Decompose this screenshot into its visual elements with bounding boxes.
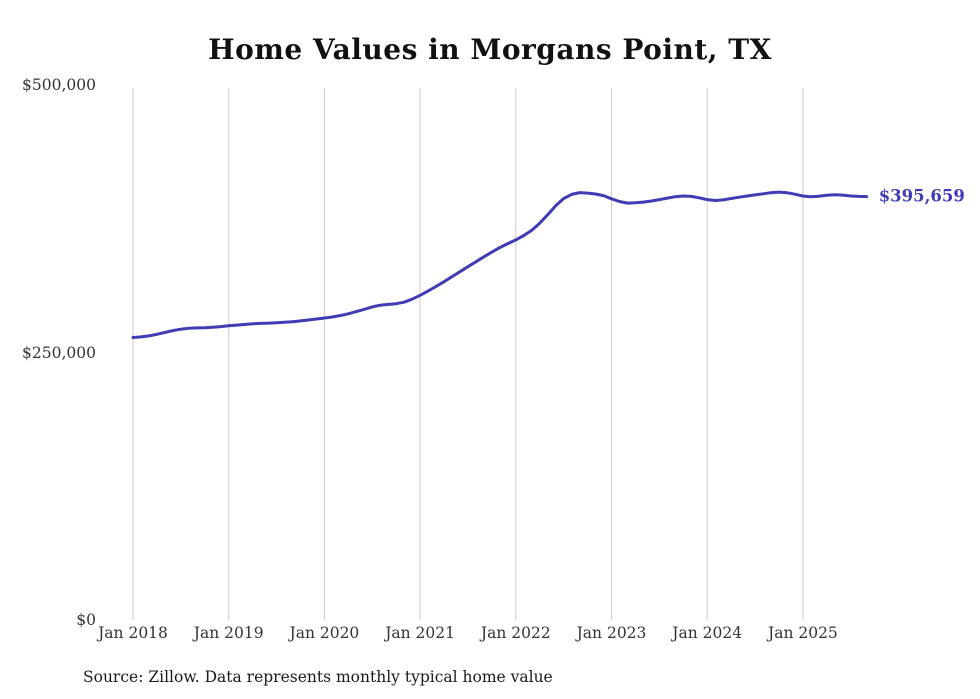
- y-tick-label: $500,000: [22, 76, 96, 94]
- x-tick-label: Jan 2018: [98, 624, 168, 642]
- source-note: Source: Zillow. Data represents monthly …: [83, 668, 553, 686]
- x-tick-label: Jan 2022: [480, 624, 551, 642]
- x-tick-label: Jan 2024: [672, 624, 743, 642]
- chart-title: Home Values in Morgans Point, TX: [208, 33, 772, 66]
- x-tick-label: Jan 2019: [193, 624, 264, 642]
- y-tick-label: $0: [76, 611, 96, 629]
- x-tick-label: Jan 2025: [767, 624, 838, 642]
- x-tick-label: Jan 2020: [289, 624, 360, 642]
- latest-value-label: $395,659: [878, 186, 965, 206]
- x-tick-label: Jan 2023: [576, 624, 647, 642]
- x-tick-label: Jan 2021: [385, 624, 455, 642]
- y-tick-label: $250,000: [22, 343, 96, 362]
- home-value-line: [131, 190, 869, 339]
